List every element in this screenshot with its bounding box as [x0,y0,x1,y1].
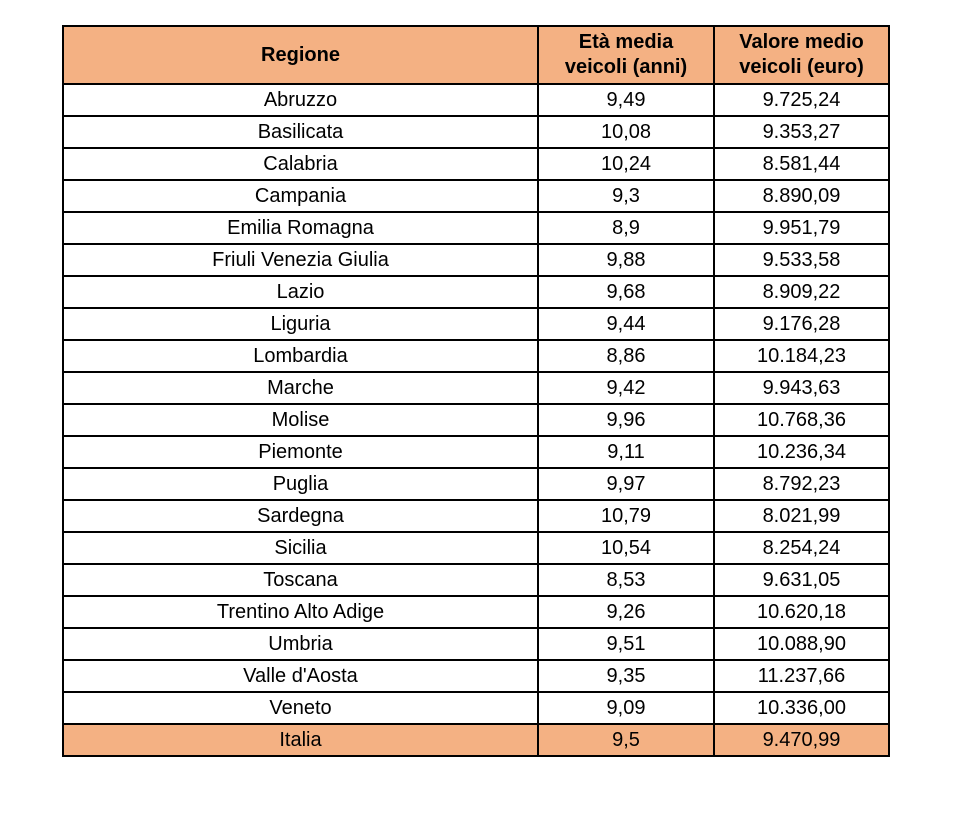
age-cell: 9,3 [537,179,715,213]
age-cell: 9,26 [537,595,715,629]
age-cell: 9,09 [537,691,715,725]
table-row: Umbria 9,51 10.088,90 [62,627,890,661]
value-cell: 10.184,23 [713,339,890,373]
header-row: Regione Età media veicoli (anni) Valore … [62,25,890,85]
age-cell: 9,68 [537,275,715,309]
region-cell: Veneto [62,691,539,725]
table-row: Sicilia 10,54 8.254,24 [62,531,890,565]
age-cell: 8,9 [537,211,715,245]
age-cell: 9,49 [537,83,715,117]
value-cell: 8.792,23 [713,467,890,501]
table-row: Veneto 9,09 10.336,00 [62,691,890,725]
value-cell: 10.336,00 [713,691,890,725]
value-cell: 9.725,24 [713,83,890,117]
footer-age-cell: 9,5 [537,723,715,757]
table-row: Basilicata 10,08 9.353,27 [62,115,890,149]
value-cell: 10.768,36 [713,403,890,437]
region-cell: Marche [62,371,539,405]
region-cell: Puglia [62,467,539,501]
header-age: Età media veicoli (anni) [537,25,715,85]
region-cell: Emilia Romagna [62,211,539,245]
table-row: Trentino Alto Adige 9,26 10.620,18 [62,595,890,629]
table-row: Puglia 9,97 8.792,23 [62,467,890,501]
table-row: Abruzzo 9,49 9.725,24 [62,83,890,117]
table-row: Emilia Romagna 8,9 9.951,79 [62,211,890,245]
value-cell: 9.631,05 [713,563,890,597]
region-cell: Basilicata [62,115,539,149]
table-footer: Italia 9,5 9.470,99 [62,723,890,757]
footer-row-italia: Italia 9,5 9.470,99 [62,723,890,757]
value-cell: 9.951,79 [713,211,890,245]
age-cell: 10,54 [537,531,715,565]
age-cell: 8,86 [537,339,715,373]
table-body: Abruzzo 9,49 9.725,24 Basilicata 10,08 9.353,… [62,83,890,725]
age-cell: 9,11 [537,435,715,469]
table-row: Molise 9,96 10.768,36 [62,403,890,437]
table-row: Campania 9,3 8.890,09 [62,179,890,213]
region-cell: Calabria [62,147,539,181]
table-row: Piemonte 9,11 10.236,34 [62,435,890,469]
value-cell: 10.236,34 [713,435,890,469]
region-cell: Toscana [62,563,539,597]
value-cell: 9.176,28 [713,307,890,341]
vehicle-stats-table: Regione Età media veicoli (anni) Valore … [62,25,890,757]
region-cell: Campania [62,179,539,213]
table-row: Lazio 9,68 8.909,22 [62,275,890,309]
age-cell: 9,97 [537,467,715,501]
age-cell: 9,35 [537,659,715,693]
age-cell: 9,42 [537,371,715,405]
age-cell: 9,88 [537,243,715,277]
footer-value-cell: 9.470,99 [713,723,890,757]
footer-region-cell: Italia [62,723,539,757]
region-cell: Sicilia [62,531,539,565]
table-row: Lombardia 8,86 10.184,23 [62,339,890,373]
region-cell: Liguria [62,307,539,341]
value-cell: 10.620,18 [713,595,890,629]
table-row: Sardegna 10,79 8.021,99 [62,499,890,533]
table-row: Calabria 10,24 8.581,44 [62,147,890,181]
age-cell: 10,79 [537,499,715,533]
table-row: Toscana 8,53 9.631,05 [62,563,890,597]
header-value: Valore medio veicoli (euro) [713,25,890,85]
age-cell: 9,96 [537,403,715,437]
region-cell: Piemonte [62,435,539,469]
region-cell: Molise [62,403,539,437]
age-cell: 9,51 [537,627,715,661]
age-cell: 9,44 [537,307,715,341]
table-row: Friuli Venezia Giulia 9,88 9.533,58 [62,243,890,277]
region-cell: Valle d'Aosta [62,659,539,693]
value-cell: 8.021,99 [713,499,890,533]
value-cell: 10.088,90 [713,627,890,661]
region-cell: Sardegna [62,499,539,533]
region-cell: Lombardia [62,339,539,373]
region-cell: Friuli Venezia Giulia [62,243,539,277]
region-cell: Trentino Alto Adige [62,595,539,629]
value-cell: 8.581,44 [713,147,890,181]
value-cell: 9.353,27 [713,115,890,149]
value-cell: 9.943,63 [713,371,890,405]
age-cell: 8,53 [537,563,715,597]
value-cell: 8.909,22 [713,275,890,309]
value-cell: 11.237,66 [713,659,890,693]
table-row: Liguria 9,44 9.176,28 [62,307,890,341]
value-cell: 8.890,09 [713,179,890,213]
region-cell: Lazio [62,275,539,309]
age-cell: 10,24 [537,147,715,181]
region-cell: Umbria [62,627,539,661]
region-cell: Abruzzo [62,83,539,117]
value-cell: 9.533,58 [713,243,890,277]
table-header: Regione Età media veicoli (anni) Valore … [62,25,890,85]
table-row: Marche 9,42 9.943,63 [62,371,890,405]
header-region: Regione [62,25,539,85]
value-cell: 8.254,24 [713,531,890,565]
age-cell: 10,08 [537,115,715,149]
table-row: Valle d'Aosta 9,35 11.237,66 [62,659,890,693]
